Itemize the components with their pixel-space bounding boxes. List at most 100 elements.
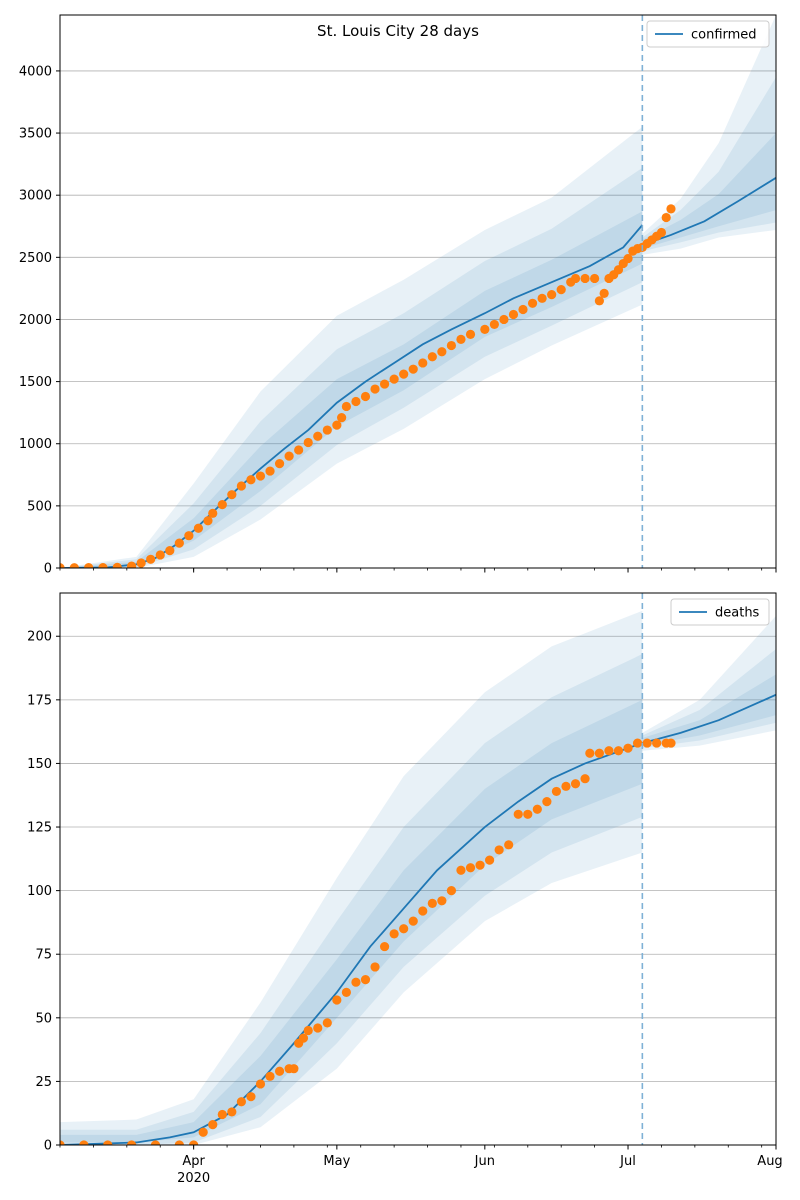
observed-point bbox=[69, 563, 79, 568]
forecast-uncertainty-band-3 bbox=[642, 615, 776, 751]
observed-point bbox=[217, 500, 227, 510]
observed-point bbox=[255, 471, 266, 481]
observed-point bbox=[337, 413, 347, 423]
observed-point bbox=[127, 561, 137, 568]
history-uncertainty-band-1 bbox=[60, 699, 643, 1143]
y-tick-label: 25 bbox=[35, 1075, 52, 1090]
observed-point bbox=[570, 273, 581, 284]
observed-point bbox=[590, 273, 600, 284]
observed-point bbox=[341, 987, 351, 997]
observed-point bbox=[389, 374, 399, 384]
observed-point bbox=[379, 941, 390, 952]
observed-point bbox=[632, 738, 643, 748]
observed-point bbox=[427, 352, 437, 362]
observed-point bbox=[547, 290, 557, 300]
y-tick-label: 4000 bbox=[19, 64, 52, 79]
observed-point bbox=[127, 1140, 137, 1145]
observed-point bbox=[60, 1140, 65, 1145]
plot-area bbox=[60, 610, 776, 1145]
observed-point bbox=[208, 508, 218, 518]
observed-point bbox=[465, 863, 476, 873]
forecast-uncertainty-band-2 bbox=[642, 77, 776, 252]
observed-point bbox=[456, 865, 466, 875]
x-tick-label: Jun bbox=[474, 1154, 495, 1169]
observed-point bbox=[174, 1140, 184, 1145]
y-tick-label: 500 bbox=[27, 499, 52, 514]
y-tick-label: 50 bbox=[35, 1011, 52, 1026]
observed-point bbox=[580, 774, 590, 784]
observed-point bbox=[255, 1079, 266, 1089]
y-tick-label: 100 bbox=[27, 884, 52, 899]
observed-point bbox=[666, 738, 676, 748]
observed-point bbox=[532, 804, 542, 814]
y-tick-label: 125 bbox=[27, 821, 52, 836]
observed-point bbox=[208, 1120, 218, 1130]
observed-point bbox=[446, 886, 457, 896]
observed-point bbox=[289, 1064, 299, 1074]
observed-point bbox=[499, 314, 509, 325]
observed-point bbox=[227, 490, 237, 500]
forecast-line bbox=[642, 693, 776, 744]
observed-point bbox=[465, 329, 476, 339]
y-tick-label: 2000 bbox=[19, 313, 52, 328]
observed-point bbox=[112, 562, 122, 568]
y-tick-label: 3000 bbox=[19, 189, 52, 204]
observed-point bbox=[594, 296, 604, 306]
history-uncertainty-band-2 bbox=[60, 654, 643, 1145]
observed-point bbox=[298, 1033, 309, 1043]
observed-point bbox=[322, 425, 332, 435]
observed-point bbox=[370, 962, 380, 972]
observed-point bbox=[79, 1140, 89, 1145]
legend: confirmed bbox=[646, 20, 770, 48]
history-uncertainty-band-1 bbox=[60, 211, 643, 568]
observed-point bbox=[561, 781, 571, 791]
x-tick-label: Apr bbox=[182, 1154, 205, 1169]
y-tick-label: 1500 bbox=[19, 375, 52, 390]
observed-point bbox=[504, 840, 514, 850]
legend: deaths bbox=[670, 598, 770, 626]
observed-point bbox=[360, 975, 371, 985]
axes-frame bbox=[59, 592, 777, 1146]
observed-point bbox=[313, 431, 323, 441]
observed-point bbox=[341, 401, 351, 412]
observed-point bbox=[437, 896, 447, 906]
chart-title: St. Louis City 28 days bbox=[317, 22, 479, 40]
observed-point bbox=[313, 1023, 323, 1033]
observed-point bbox=[265, 1071, 275, 1081]
observed-point bbox=[370, 384, 380, 394]
observed-point bbox=[475, 860, 485, 870]
model-line bbox=[60, 742, 643, 1145]
observed-point bbox=[332, 995, 342, 1005]
observed-point bbox=[489, 319, 499, 330]
observed-point bbox=[84, 563, 94, 568]
observed-point bbox=[656, 227, 667, 238]
observed-point bbox=[494, 845, 504, 855]
observed-point bbox=[418, 906, 428, 916]
observed-point bbox=[542, 796, 552, 807]
y-tick-label: 1000 bbox=[19, 437, 52, 452]
observed-point bbox=[165, 546, 175, 556]
y-tick-label: 75 bbox=[35, 948, 52, 963]
forecast-uncertainty-band-1 bbox=[642, 674, 776, 746]
x-year-label: 2020 bbox=[177, 1171, 210, 1186]
history-uncertainty-band-3 bbox=[60, 126, 643, 568]
observed-point bbox=[399, 369, 409, 379]
y-tick-label: 0 bbox=[44, 562, 52, 577]
legend-box bbox=[646, 20, 770, 48]
y-tick-label: 175 bbox=[27, 693, 52, 708]
observed-point bbox=[642, 738, 652, 748]
observed-point bbox=[351, 396, 361, 407]
observed-point bbox=[537, 293, 547, 303]
observed-point bbox=[389, 929, 399, 939]
observed-point bbox=[399, 924, 409, 934]
observed-point bbox=[303, 1025, 313, 1036]
observed-point bbox=[184, 531, 194, 541]
observed-point bbox=[150, 1140, 161, 1145]
observed-point bbox=[379, 379, 390, 389]
history-uncertainty-band-2 bbox=[60, 167, 643, 568]
observed-point bbox=[284, 451, 294, 461]
observed-point bbox=[570, 779, 581, 789]
observed-point bbox=[198, 1127, 208, 1137]
observed-point bbox=[98, 563, 108, 568]
